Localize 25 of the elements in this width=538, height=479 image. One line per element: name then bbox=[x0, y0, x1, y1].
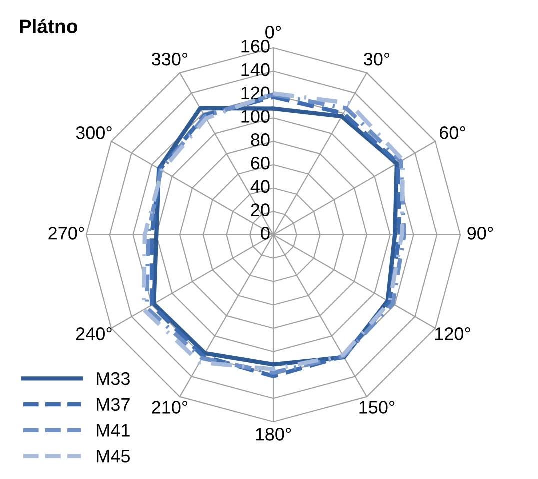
spoke-label: 30° bbox=[364, 52, 390, 66]
spoke-label: 120° bbox=[435, 328, 470, 340]
spoke-label: 0° bbox=[266, 26, 282, 39]
y-tick-label: 20 bbox=[251, 204, 270, 216]
y-tick-label: 100 bbox=[242, 110, 270, 123]
y-tick-label: 80 bbox=[251, 134, 270, 146]
spoke-label: 210° bbox=[152, 401, 188, 414]
spoke-label: 150° bbox=[360, 401, 395, 414]
y-tick-label: 160 bbox=[242, 40, 270, 53]
legend-label: M33 bbox=[97, 372, 130, 386]
spoke-label: 270° bbox=[48, 227, 84, 240]
spoke-label: 90° bbox=[468, 227, 494, 240]
spoke-label: 300° bbox=[76, 126, 112, 140]
y-tick-label: 60 bbox=[251, 156, 270, 170]
spoke-label: 330° bbox=[152, 52, 188, 66]
spoke-label: 240° bbox=[76, 328, 112, 340]
y-tick-label: 40 bbox=[250, 180, 270, 194]
spoke-label: 60° bbox=[440, 126, 466, 140]
legend-label: M37 bbox=[97, 398, 130, 412]
spoke-label: 180° bbox=[256, 428, 292, 441]
y-tick-label: 140 bbox=[242, 63, 270, 76]
y-tick-label: 0 bbox=[261, 227, 270, 240]
legend-label: M45 bbox=[97, 450, 130, 463]
legend-label: M41 bbox=[97, 424, 130, 437]
chart-title: Plátno bbox=[20, 18, 78, 34]
